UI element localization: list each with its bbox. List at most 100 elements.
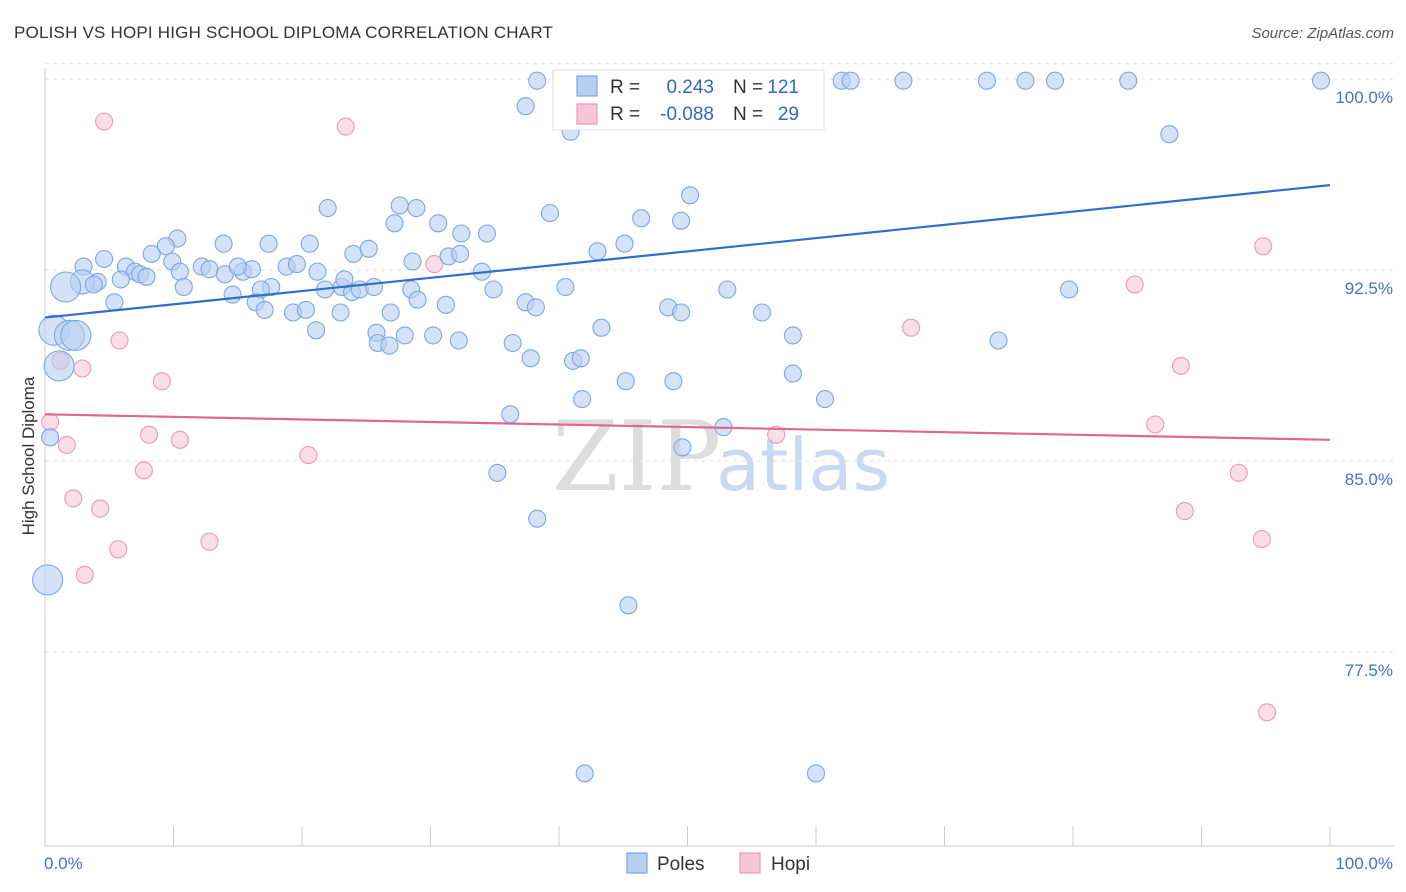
watermark-zip: ZIP bbox=[552, 401, 721, 513]
point-poles bbox=[681, 186, 700, 205]
point-hopi bbox=[91, 499, 110, 518]
series-hopi bbox=[41, 112, 1277, 722]
point-poles bbox=[105, 293, 124, 312]
trend-lines bbox=[44, 184, 1331, 441]
point-poles bbox=[488, 463, 507, 482]
point-poles bbox=[50, 271, 82, 303]
point-poles bbox=[344, 244, 363, 263]
point-hopi bbox=[902, 318, 921, 337]
point-poles bbox=[407, 199, 426, 218]
point-poles bbox=[111, 270, 130, 289]
point-poles bbox=[95, 249, 114, 269]
watermark-atlas: atlas bbox=[716, 423, 890, 507]
point-poles bbox=[359, 239, 378, 258]
point-poles bbox=[556, 277, 575, 297]
point-hopi bbox=[200, 532, 219, 551]
bottom-legend-swatch-hopi bbox=[739, 852, 761, 874]
point-hopi bbox=[299, 446, 318, 465]
axes-layer bbox=[44, 68, 1394, 847]
point-hopi bbox=[73, 359, 92, 378]
point-poles bbox=[84, 275, 103, 294]
point-poles bbox=[296, 300, 315, 319]
point-poles bbox=[390, 196, 409, 215]
point-poles bbox=[142, 244, 161, 263]
point-poles bbox=[573, 390, 592, 409]
point-poles bbox=[616, 372, 635, 391]
point-poles bbox=[335, 270, 354, 289]
point-poles bbox=[137, 267, 156, 286]
point-poles bbox=[1119, 71, 1138, 90]
point-poles bbox=[783, 326, 802, 345]
legend-n-value-poles: 121 bbox=[767, 77, 799, 98]
point-poles bbox=[521, 349, 540, 368]
series-poles bbox=[32, 71, 1331, 783]
point-poles bbox=[815, 390, 835, 409]
point-hopi bbox=[1125, 275, 1144, 294]
point-hopi bbox=[75, 565, 94, 584]
point-poles bbox=[307, 321, 326, 340]
y-tick-label: 77.5% bbox=[1345, 661, 1393, 680]
legend-n-label-hopi: N = bbox=[733, 104, 763, 125]
point-hopi bbox=[1257, 703, 1277, 722]
point-hopi bbox=[109, 540, 128, 559]
point-poles bbox=[989, 331, 1008, 350]
series-legend: Poles Hopi bbox=[626, 852, 810, 875]
point-hopi bbox=[140, 425, 159, 444]
point-poles bbox=[41, 428, 60, 447]
point-poles bbox=[526, 298, 545, 317]
point-poles bbox=[228, 257, 247, 276]
point-poles bbox=[673, 438, 692, 457]
point-poles bbox=[424, 326, 443, 345]
bottom-legend-label-hopi: Hopi bbox=[771, 854, 810, 875]
point-poles bbox=[1311, 71, 1331, 90]
point-poles bbox=[672, 211, 691, 230]
y-tick-labels: 100.0% 92.5% 85.0% 77.5% bbox=[1335, 88, 1393, 680]
point-poles bbox=[156, 237, 175, 256]
point-poles bbox=[331, 303, 350, 322]
point-poles bbox=[752, 303, 772, 322]
point-poles bbox=[308, 262, 327, 281]
point-poles bbox=[403, 252, 422, 271]
point-poles bbox=[501, 405, 520, 424]
point-poles bbox=[664, 372, 683, 391]
bottom-legend-label-poles: Poles bbox=[657, 854, 705, 875]
stats-legend: R = 0.243 N = 121 R = -0.088 N = 29 bbox=[552, 69, 825, 131]
point-hopi bbox=[425, 255, 444, 274]
legend-r-value-hopi: -0.088 bbox=[660, 104, 714, 125]
point-poles bbox=[32, 564, 64, 596]
point-poles bbox=[619, 596, 638, 615]
point-poles bbox=[575, 764, 594, 783]
point-poles bbox=[571, 349, 590, 368]
point-poles bbox=[174, 277, 193, 297]
point-poles bbox=[223, 285, 242, 304]
legend-swatch-poles bbox=[576, 75, 598, 97]
trend-line-hopi bbox=[44, 413, 1331, 441]
point-poles bbox=[449, 331, 468, 350]
point-poles bbox=[977, 71, 996, 90]
chart-source: Source: ZipAtlas.com bbox=[1251, 25, 1394, 42]
point-poles bbox=[503, 333, 522, 353]
point-poles bbox=[841, 71, 860, 90]
point-poles bbox=[1045, 71, 1065, 90]
point-poles bbox=[894, 71, 913, 90]
point-poles bbox=[381, 303, 400, 322]
point-hopi bbox=[1229, 463, 1248, 482]
point-poles bbox=[300, 234, 319, 253]
point-hopi bbox=[95, 112, 114, 131]
point-poles bbox=[783, 364, 802, 383]
point-hopi bbox=[1146, 415, 1165, 434]
point-poles bbox=[255, 300, 274, 319]
point-poles bbox=[214, 234, 233, 253]
chart-title: POLISH VS HOPI HIGH SCHOOL DIPLOMA CORRE… bbox=[14, 23, 553, 42]
legend-r-value-poles: 0.243 bbox=[666, 77, 714, 98]
point-poles bbox=[615, 234, 634, 253]
point-hopi bbox=[1171, 356, 1190, 375]
point-hopi bbox=[134, 461, 153, 480]
y-tick-label: 92.5% bbox=[1345, 279, 1393, 298]
point-poles bbox=[528, 509, 547, 528]
y-tick-label: 85.0% bbox=[1345, 470, 1393, 489]
trend-line-poles bbox=[44, 184, 1331, 319]
point-poles bbox=[385, 214, 404, 233]
point-poles bbox=[170, 262, 189, 281]
